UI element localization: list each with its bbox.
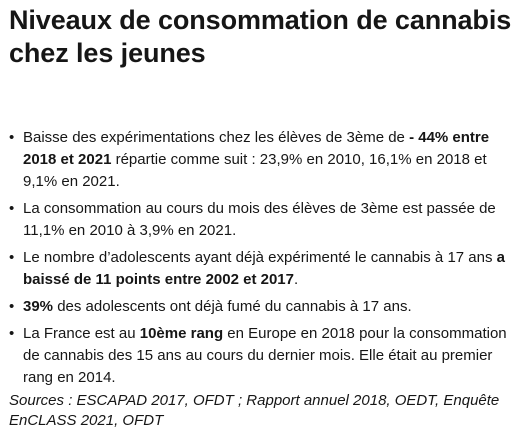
bullet-text: Baisse des expérimentations chez les élè… — [23, 129, 410, 146]
bullet-text: La consommation au cours du mois des élè… — [23, 200, 496, 239]
bullet-text: Le nombre d’adolescents ayant déjà expér… — [23, 249, 497, 266]
list-item: • Le nombre d’adolescents ayant déjà exp… — [9, 247, 514, 291]
bullet-bold-text: - 44% entre 2018 et 2021 — [23, 129, 490, 168]
bullet-icon: • — [9, 325, 15, 342]
bullet-text: répartie comme suit : 23,9% en 2010, 16,… — [23, 151, 487, 190]
bullet-icon: • — [9, 249, 15, 266]
bullet-text: La France est au — [23, 325, 140, 342]
bullet-bold-text: 10ème rang — [139, 325, 224, 342]
sources-note: Sources : ESCAPAD 2017, OFDT ; Rapport a… — [9, 392, 500, 429]
bullet-list: • Baisse des expérimentations chez les é… — [9, 127, 514, 394]
bullet-icon: • — [9, 129, 15, 146]
list-item: • 39% des adolescents ont déjà fumé du c… — [9, 296, 514, 318]
page-title: Niveaux de consommation de cannabis chez… — [9, 5, 512, 68]
bullet-text: en Europe en 2018 pour la consommation d… — [23, 325, 507, 386]
bullet-icon: • — [9, 298, 15, 315]
list-item: • La consommation au cours du mois des é… — [9, 198, 514, 242]
bullet-text: . — [293, 271, 299, 288]
bullet-icon: • — [9, 200, 15, 217]
list-item: • Baisse des expérimentations chez les é… — [9, 127, 514, 193]
bullet-bold-text: a baissé de 11 points entre 2002 et 2017 — [23, 249, 505, 288]
bullet-text: des adolescents ont déjà fumé du cannabi… — [53, 298, 412, 315]
bullet-bold-text: 39% — [23, 298, 54, 315]
list-item: • La France est au 10ème rang en Europe … — [9, 323, 514, 389]
